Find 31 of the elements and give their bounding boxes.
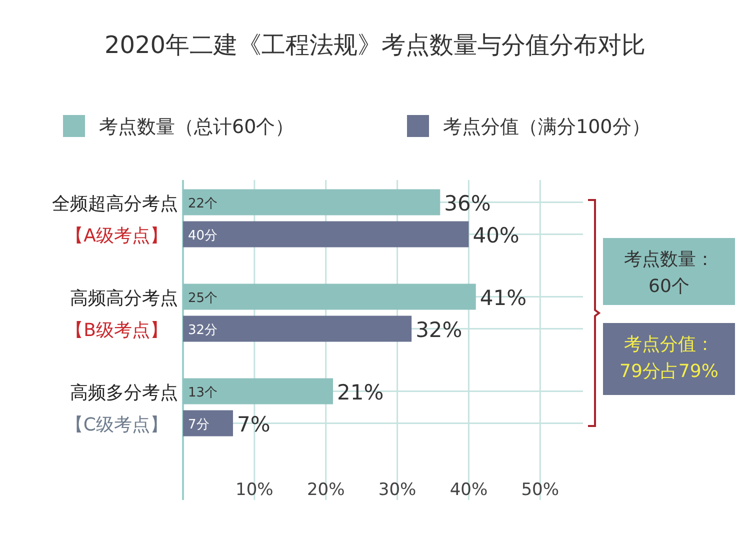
bar: [183, 221, 469, 248]
data-label: 40%: [472, 223, 520, 248]
annotation: 22个: [188, 196, 218, 212]
y-tick-label: 全频超高分考点【A级考点】: [52, 193, 178, 246]
x-tick-label: 20%: [306, 480, 345, 500]
y-tick-label: 高频多分考点【C级考点】: [65, 382, 178, 436]
annotation: 7分: [188, 417, 210, 432]
legend-label: 考点分值（满分100分）: [443, 116, 650, 138]
x-tick-label: 30%: [378, 480, 416, 500]
annotation: 40分: [188, 228, 218, 244]
bar: [183, 378, 333, 404]
data-label: 41%: [480, 286, 527, 310]
bar: [183, 189, 440, 216]
annotation: 32分: [188, 322, 218, 338]
x-tick-label: 50%: [521, 480, 560, 500]
y-tick-label: 高频高分考点【B级考点】: [66, 288, 178, 341]
data-label: 36%: [444, 191, 491, 216]
x-tick-label: 10%: [236, 480, 274, 500]
data-label: 21%: [337, 380, 384, 404]
data-label: 32%: [416, 318, 462, 342]
bar: [183, 284, 476, 310]
legend-label: 考点数量（总计60个）: [99, 116, 294, 138]
data-label: 7%: [237, 412, 270, 436]
x-tick-label: 40%: [450, 480, 488, 500]
text: 考点数量： 60个: [624, 249, 714, 297]
chart-title: 2020年二建《工程法规》考点数量与分值分布对比: [104, 31, 646, 59]
annotation: 25个: [188, 290, 218, 306]
text: 考点分值： 79分占79%: [620, 334, 718, 382]
annotation: 13个: [188, 385, 218, 400]
bar: [183, 316, 412, 342]
bar: [183, 410, 233, 436]
